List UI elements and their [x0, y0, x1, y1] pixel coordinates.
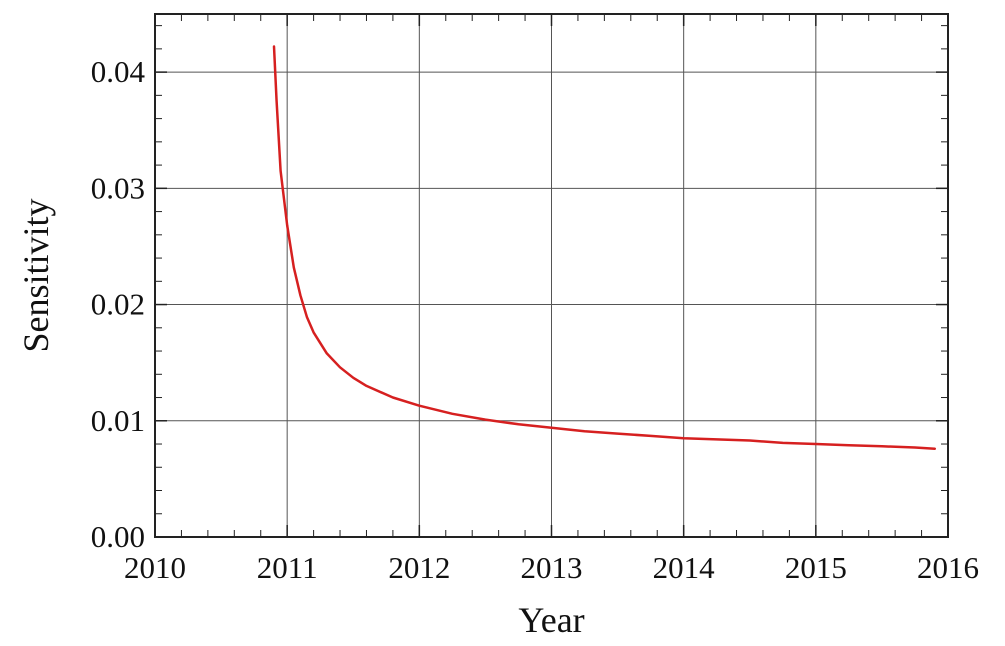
series-layer — [272, 45, 937, 450]
x-tick-label: 2016 — [917, 550, 979, 585]
grid-lines — [155, 14, 948, 537]
x-tick-labels: 2010 2011 2012 2013 2014 2015 2016 — [124, 550, 979, 585]
x-tick-label: 2015 — [785, 550, 847, 585]
x-tick-label: 2011 — [257, 550, 318, 585]
x-tick-label: 2013 — [521, 550, 583, 585]
y-axis-title: Sensitivity — [16, 198, 56, 352]
plot-frame — [154, 13, 949, 538]
x-tick-label: 2010 — [124, 550, 186, 585]
y-tick-label: 0.00 — [91, 519, 145, 554]
y-tick-label: 0.01 — [91, 403, 145, 438]
y-tick-label: 0.02 — [91, 287, 145, 322]
y-tick-labels: 0.00 0.01 0.02 0.03 0.04 — [91, 54, 146, 554]
series-line — [272, 45, 937, 450]
x-tick-label: 2012 — [388, 550, 450, 585]
minor-ticks — [155, 14, 948, 537]
y-tick-label: 0.04 — [91, 54, 146, 89]
y-tick-label: 0.03 — [91, 170, 145, 205]
x-tick-label: 2014 — [653, 550, 716, 585]
x-axis-title: Year — [518, 600, 584, 640]
